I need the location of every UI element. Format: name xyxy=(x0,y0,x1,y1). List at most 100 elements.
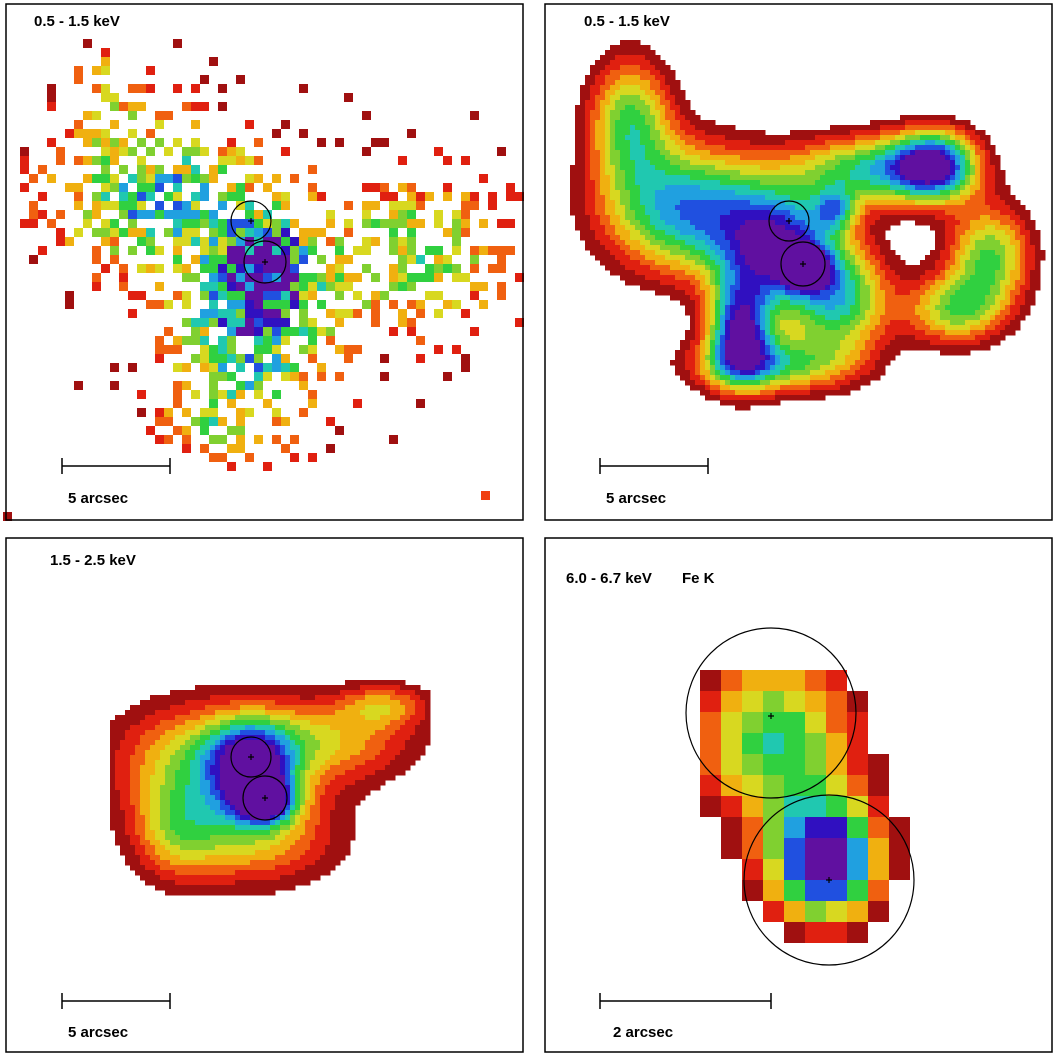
flux-pixel xyxy=(1005,195,1011,201)
flux-pixel xyxy=(775,150,781,156)
flux-pixel xyxy=(705,370,711,376)
flux-pixel xyxy=(765,275,771,281)
flux-pixel xyxy=(660,95,666,101)
flux-pixel xyxy=(815,260,821,266)
count-pixel xyxy=(65,129,74,138)
flux-pixel xyxy=(695,115,701,121)
flux-pixel xyxy=(595,200,601,206)
flux-pixel xyxy=(825,280,831,286)
flux-pixel xyxy=(955,175,961,181)
flux-pixel xyxy=(850,270,856,276)
flux-pixel xyxy=(630,135,636,141)
flux-pixel xyxy=(950,165,956,171)
flux-pixel xyxy=(720,290,726,296)
flux-pixel xyxy=(635,45,641,51)
flux-pixel xyxy=(675,140,681,146)
flux-pixel xyxy=(725,225,731,231)
flux-pixel xyxy=(860,230,866,236)
flux-pixel xyxy=(900,210,906,216)
flux-pixel xyxy=(645,280,651,286)
count-pixel xyxy=(164,345,173,354)
flux-pixel xyxy=(880,200,886,206)
flux-pixel xyxy=(755,295,761,301)
flux-pixel xyxy=(690,230,696,236)
count-pixel xyxy=(155,336,164,345)
flux-pixel xyxy=(815,320,821,326)
flux-pixel xyxy=(825,225,831,231)
flux-pixel xyxy=(690,220,696,226)
flux-pixel xyxy=(580,225,586,231)
flux-pixel xyxy=(860,310,866,316)
flux-pixel xyxy=(595,255,601,261)
flux-pixel xyxy=(935,340,941,346)
flux-pixel xyxy=(800,290,806,296)
count-pixel xyxy=(290,435,299,444)
flux-pixel xyxy=(735,165,741,171)
flux-pixel xyxy=(585,235,591,241)
flux-pixel xyxy=(815,165,821,171)
flux-pixel xyxy=(975,140,981,146)
flux-pixel xyxy=(885,340,891,346)
flux-pixel xyxy=(1005,230,1011,236)
flux-pixel xyxy=(995,305,1001,311)
flux-pixel xyxy=(670,255,676,261)
flux-pixel xyxy=(995,330,1001,336)
flux-pixel xyxy=(760,160,766,166)
count-pixel xyxy=(155,111,164,120)
count-pixel xyxy=(101,138,110,147)
flux-pixel xyxy=(1005,220,1011,226)
flux-pixel xyxy=(730,340,736,346)
flux-pixel xyxy=(695,145,701,151)
flux-pixel xyxy=(870,305,876,311)
flux-pixel xyxy=(800,305,806,311)
flux-pixel xyxy=(955,245,961,251)
flux-pixel xyxy=(830,295,836,301)
flux-pixel xyxy=(690,155,696,161)
flux-pixel xyxy=(940,260,946,266)
flux-pixel xyxy=(600,75,606,81)
count-pixel xyxy=(110,201,119,210)
flux-pixel xyxy=(955,135,961,141)
flux-pixel xyxy=(740,320,746,326)
flux-pixel xyxy=(845,300,851,306)
flux-pixel xyxy=(730,280,736,286)
count-pixel xyxy=(299,237,308,246)
count-pixel xyxy=(452,219,461,228)
count-pixel xyxy=(263,372,272,381)
flux-pixel xyxy=(930,265,936,271)
flux-pixel xyxy=(960,155,966,161)
flux-pixel xyxy=(875,230,881,236)
flux-pixel xyxy=(860,295,866,301)
flux-pixel xyxy=(620,85,626,91)
flux-pixel xyxy=(840,275,846,281)
flux-pixel xyxy=(815,180,821,186)
flux-pixel xyxy=(665,145,671,151)
flux-pixel xyxy=(645,275,651,281)
flux-pixel xyxy=(755,290,761,296)
flux-pixel xyxy=(885,190,891,196)
flux-pixel xyxy=(1015,285,1021,291)
count-pixel xyxy=(218,372,227,381)
flux-pixel xyxy=(985,255,991,261)
count-pixel xyxy=(137,201,146,210)
flux-pixel xyxy=(825,335,831,341)
flux-pixel xyxy=(835,175,841,181)
flux-pixel xyxy=(910,210,916,216)
flux-pixel xyxy=(930,200,936,206)
flux-pixel xyxy=(840,215,846,221)
flux-pixel xyxy=(880,265,886,271)
count-pixel xyxy=(92,84,101,93)
flux-pixel xyxy=(1020,250,1026,256)
flux-pixel xyxy=(670,245,676,251)
flux-pixel xyxy=(940,280,946,286)
flux-pixel xyxy=(620,260,626,266)
flux-pixel xyxy=(825,150,831,156)
flux-pixel xyxy=(970,345,976,351)
flux-pixel xyxy=(635,245,641,251)
flux-pixel xyxy=(770,245,776,251)
flux-pixel xyxy=(755,375,761,381)
flux-pixel xyxy=(910,155,916,161)
flux-pixel xyxy=(860,365,866,371)
flux-pixel xyxy=(760,315,766,321)
flux-pixel xyxy=(880,360,886,366)
